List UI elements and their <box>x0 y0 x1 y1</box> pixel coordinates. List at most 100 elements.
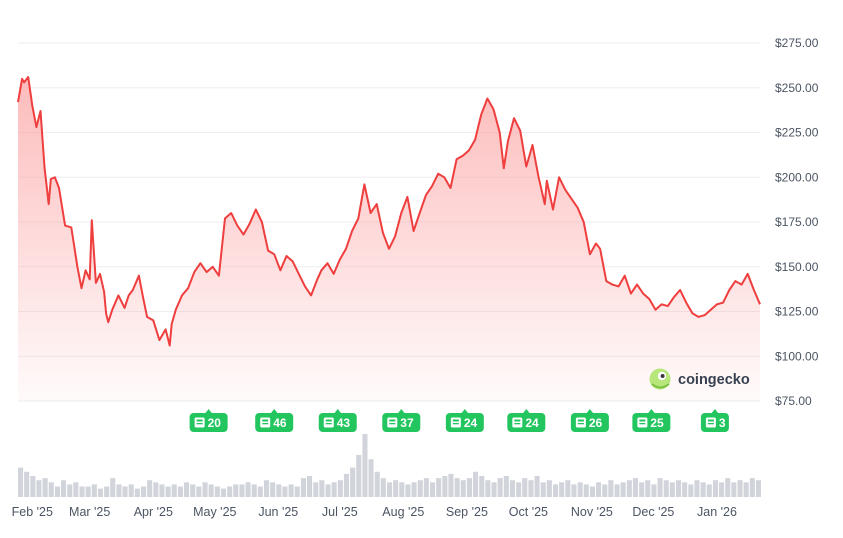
volume-bar <box>497 478 503 497</box>
volume-bar <box>177 486 183 497</box>
y-tick-label: $100.00 <box>775 349 819 363</box>
volume-bar <box>202 482 208 497</box>
newspaper-icon <box>637 417 648 428</box>
newspaper-icon <box>512 417 523 428</box>
volume-bar <box>589 486 595 497</box>
volume-bar <box>196 486 202 497</box>
volume-bar <box>30 476 36 497</box>
volume-bar <box>559 482 565 497</box>
volume-bar <box>485 480 491 497</box>
volume-bar <box>350 467 356 497</box>
volume-bar <box>491 482 497 497</box>
volume-bar <box>639 482 645 497</box>
news-badge[interactable]: 24 <box>445 409 484 432</box>
volume-bar <box>165 486 171 497</box>
volume-bar <box>270 482 276 497</box>
volume-bar <box>141 486 147 497</box>
volume-bar <box>128 484 134 497</box>
volume-bar <box>387 482 393 497</box>
volume-bar <box>676 480 682 497</box>
volume-bar <box>417 480 423 497</box>
news-badge-count: 46 <box>273 416 287 430</box>
y-tick-label: $125.00 <box>775 305 819 319</box>
volume-bar <box>442 476 448 497</box>
volume-bar <box>473 471 479 497</box>
volume-bar <box>233 484 239 497</box>
x-tick-label: Jan '26 <box>697 505 737 519</box>
volume-bar <box>24 471 30 497</box>
volume-bar <box>325 484 331 497</box>
volume-bar <box>737 480 743 497</box>
volume-bar <box>706 484 712 497</box>
volume-bar <box>614 484 620 497</box>
volume-bar <box>423 478 429 497</box>
news-badge-count: 20 <box>208 416 222 430</box>
newspaper-icon <box>323 417 334 428</box>
volume-bar <box>436 478 442 497</box>
volume-bar <box>534 476 540 497</box>
volume-bar <box>448 473 454 497</box>
news-badge[interactable]: 26 <box>570 409 609 432</box>
volume-bar <box>700 482 706 497</box>
y-tick-label: $225.00 <box>775 126 819 140</box>
volume-bar <box>509 480 515 497</box>
news-badge-count: 37 <box>400 416 414 430</box>
volume-bar <box>171 484 177 497</box>
volume-bar <box>18 467 24 497</box>
volume-bar <box>546 480 552 497</box>
volume-bar <box>479 476 485 497</box>
news-badge[interactable]: 20 <box>189 409 228 432</box>
volume-bar <box>626 480 632 497</box>
volume-bar <box>516 482 522 497</box>
volume-bar <box>337 480 343 497</box>
volume-bar <box>430 482 436 497</box>
volume-bar <box>503 476 509 497</box>
volume-bar <box>239 484 245 497</box>
y-tick-label: $200.00 <box>775 170 819 184</box>
volume-bar <box>694 480 700 497</box>
volume-bar <box>749 478 755 497</box>
x-tick-label: May '25 <box>193 505 236 519</box>
newspaper-icon <box>194 417 205 428</box>
x-tick-label: Nov '25 <box>571 505 613 519</box>
x-axis-labels: Feb '25 Mar '25 Apr '25 May '25 Jun '25 Jul '… <box>12 505 737 519</box>
news-badge-count: 43 <box>337 416 351 430</box>
volume-bar <box>755 480 761 497</box>
volume-bar <box>42 478 48 497</box>
volume-bar <box>399 482 405 497</box>
volume-bar <box>97 488 103 497</box>
volume-bar <box>466 478 472 497</box>
volume-bar <box>245 482 251 497</box>
volume-bar <box>79 486 85 497</box>
volume-bar <box>153 482 159 497</box>
volume-bar <box>36 480 42 497</box>
volume-bar <box>632 478 638 497</box>
volume-bar <box>540 482 546 497</box>
news-badge[interactable]: 37 <box>382 409 421 432</box>
volume-bar <box>54 486 60 497</box>
news-badge[interactable]: 25 <box>632 409 671 432</box>
price-line-group <box>17 76 761 347</box>
volume-bar <box>190 484 196 497</box>
volume-bar <box>682 482 688 497</box>
y-tick-label: $275.00 <box>775 36 819 50</box>
news-badge[interactable]: 46 <box>255 409 294 432</box>
volume-bar <box>116 484 122 497</box>
x-tick-label: Jul '25 <box>322 505 358 519</box>
newspaper-icon <box>705 417 716 428</box>
news-badge[interactable]: 3 <box>700 409 729 432</box>
volume-bar <box>602 484 608 497</box>
volume-bar <box>374 471 380 497</box>
y-axis-labels: $275.00 $250.00 $225.00 $200.00 $175.00 $150.… <box>775 36 819 408</box>
y-tick-label: $250.00 <box>775 81 819 95</box>
volume-bar <box>67 484 73 497</box>
news-badge-count: 25 <box>650 416 664 430</box>
volume-bar <box>645 480 651 497</box>
news-badge[interactable]: 43 <box>318 409 357 432</box>
volume-bar <box>608 480 614 497</box>
volume-bar <box>620 482 626 497</box>
news-badge[interactable]: 24 <box>507 409 546 432</box>
volume-bar <box>110 478 116 497</box>
volume-bar <box>208 484 214 497</box>
